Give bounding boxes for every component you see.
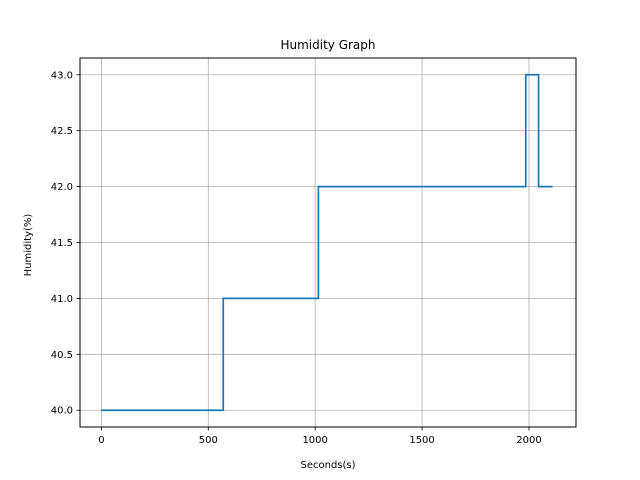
y-axis-ticks: 40.0 40.5 41.0 41.5 42.0 42.5 43.0	[51, 70, 80, 417]
y-tick-label: 41.5	[51, 238, 73, 249]
x-tick-label: 500	[199, 435, 218, 446]
y-tick-label: 42.0	[51, 182, 73, 193]
y-tick-label: 41.0	[51, 294, 73, 305]
x-tick-label: 0	[98, 435, 104, 446]
chart-title: Humidity Graph	[280, 38, 375, 52]
humidity-series-line	[101, 73, 553, 412]
x-axis-ticks: 0 500 1000 1500 2000	[98, 427, 542, 446]
series-layer	[101, 73, 553, 412]
x-tick-label: 1500	[409, 435, 434, 446]
grid-lines	[80, 58, 576, 427]
y-tick-label: 40.0	[51, 406, 73, 417]
y-tick-label: 42.5	[51, 126, 73, 137]
y-tick-label: 40.5	[51, 350, 73, 361]
x-tick-label: 1000	[302, 435, 327, 446]
y-axis-label: Humidity(%)	[23, 214, 34, 277]
y-tick-label: 43.0	[51, 70, 73, 81]
x-tick-label: 2000	[516, 435, 541, 446]
x-axis-label: Seconds(s)	[300, 460, 355, 471]
